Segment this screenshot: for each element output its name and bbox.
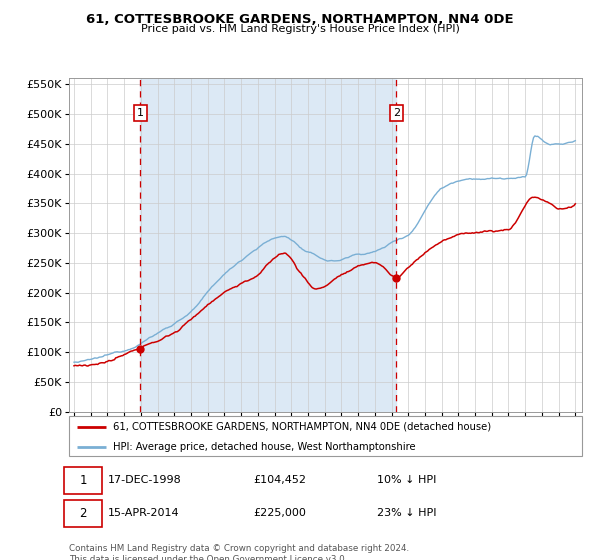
Text: 2: 2 <box>79 507 87 520</box>
Text: 61, COTTESBROOKE GARDENS, NORTHAMPTON, NN4 0DE (detached house): 61, COTTESBROOKE GARDENS, NORTHAMPTON, N… <box>113 422 491 432</box>
Text: Price paid vs. HM Land Registry's House Price Index (HPI): Price paid vs. HM Land Registry's House … <box>140 24 460 34</box>
Text: 10% ↓ HPI: 10% ↓ HPI <box>377 475 436 485</box>
Text: 1: 1 <box>137 109 143 118</box>
FancyBboxPatch shape <box>64 500 103 527</box>
Text: 1: 1 <box>79 474 87 487</box>
Text: 2: 2 <box>393 109 400 118</box>
Text: Contains HM Land Registry data © Crown copyright and database right 2024.
This d: Contains HM Land Registry data © Crown c… <box>69 544 409 560</box>
Text: HPI: Average price, detached house, West Northamptonshire: HPI: Average price, detached house, West… <box>113 442 415 452</box>
Text: 23% ↓ HPI: 23% ↓ HPI <box>377 508 436 519</box>
FancyBboxPatch shape <box>64 466 103 494</box>
Text: 17-DEC-1998: 17-DEC-1998 <box>107 475 181 485</box>
Text: 15-APR-2014: 15-APR-2014 <box>107 508 179 519</box>
Text: 61, COTTESBROOKE GARDENS, NORTHAMPTON, NN4 0DE: 61, COTTESBROOKE GARDENS, NORTHAMPTON, N… <box>86 13 514 26</box>
Bar <box>140 78 397 412</box>
Text: £225,000: £225,000 <box>254 508 307 519</box>
Text: £104,452: £104,452 <box>254 475 307 485</box>
